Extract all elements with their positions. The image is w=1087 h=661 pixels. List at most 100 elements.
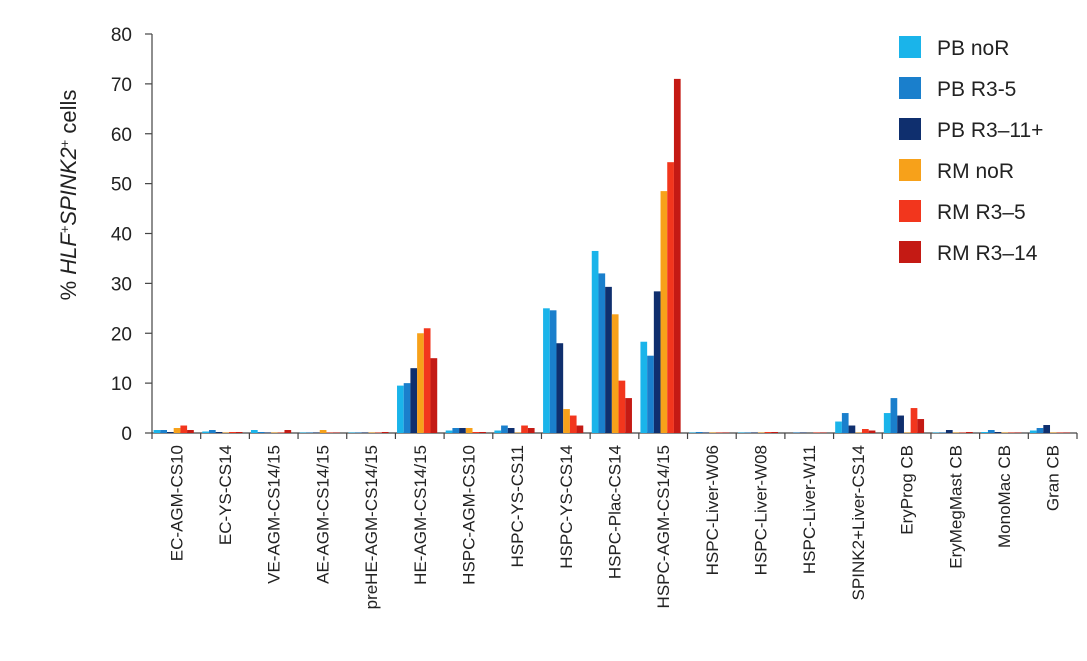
bar xyxy=(313,432,320,433)
bar xyxy=(861,429,869,433)
bar xyxy=(819,432,827,433)
bar xyxy=(556,343,564,433)
legend-label: PB R3–11+ xyxy=(937,119,1043,142)
bar xyxy=(423,328,431,433)
bar xyxy=(952,432,960,433)
bar xyxy=(348,432,356,433)
bar xyxy=(494,430,502,433)
bar xyxy=(167,432,174,433)
bar xyxy=(257,432,265,433)
bar xyxy=(910,408,918,433)
bar xyxy=(744,432,752,433)
x-tick-labels: EC-AGM-CS10 EC-YS-CS14 VE-AGM-CS14/15 AE-AG… xyxy=(167,445,1062,609)
bar xyxy=(757,432,765,433)
bar xyxy=(375,432,382,433)
y-axis-label: % HLF+SPINK2+ cells xyxy=(56,90,81,301)
bar xyxy=(160,430,167,433)
bar xyxy=(333,432,340,433)
x-tick-label: SPINK2+Liver-CS14 xyxy=(849,445,868,600)
bar xyxy=(897,415,904,433)
x-tick-label: Gran CB xyxy=(1044,445,1063,511)
bar xyxy=(271,432,278,433)
legend-swatch xyxy=(899,200,921,222)
bar xyxy=(673,78,681,433)
bar xyxy=(397,385,404,433)
bar xyxy=(326,432,334,433)
y-label-gene2: SPINK2 xyxy=(56,147,81,225)
bar xyxy=(368,432,376,433)
legend-swatch xyxy=(899,118,921,140)
x-tick-label: EryProg CB xyxy=(898,445,917,535)
y-tick-label: 10 xyxy=(111,374,132,395)
legend: PB noR PB R3-5 PB R3–11+ RM noR RM R3–5 RM R3… xyxy=(899,36,1043,265)
bar xyxy=(521,425,528,433)
bar xyxy=(569,415,577,433)
bar xyxy=(903,432,911,433)
y-label-gene1: HLF xyxy=(56,232,81,275)
y-tick-label: 80 xyxy=(111,25,132,46)
bar xyxy=(611,314,619,433)
bar xyxy=(689,432,696,433)
bar xyxy=(660,191,668,433)
y-tick-label: 30 xyxy=(111,274,132,295)
bar xyxy=(709,432,716,433)
bar xyxy=(813,432,820,433)
bar xyxy=(153,430,161,433)
legend-label: RM R3–14 xyxy=(937,242,1038,265)
bar xyxy=(868,430,876,433)
bar xyxy=(277,432,285,433)
x-tick-label: HSPC-Liver-W06 xyxy=(703,445,722,575)
x-tick-label: HE-AGM-CS14/15 xyxy=(411,445,430,585)
bar xyxy=(1036,428,1044,433)
x-tick-label: AE-AGM-CS14/15 xyxy=(313,445,332,584)
x-tick-label: HSPC-Liver-W08 xyxy=(752,445,771,575)
bar xyxy=(702,432,710,433)
bar xyxy=(403,383,411,434)
bar xyxy=(465,428,473,433)
bar xyxy=(966,432,973,433)
bars xyxy=(153,78,1071,434)
bar xyxy=(667,162,674,433)
bar xyxy=(1056,432,1064,433)
bar xyxy=(1043,425,1051,433)
bar xyxy=(173,428,181,433)
x-tick-label: HSPC-Liver-W11 xyxy=(800,445,819,574)
bar xyxy=(917,419,925,433)
bar xyxy=(452,428,460,433)
bar xyxy=(647,355,654,433)
bar xyxy=(722,432,730,433)
bar xyxy=(306,432,314,433)
bar xyxy=(959,432,967,433)
bar xyxy=(235,432,243,433)
bar xyxy=(598,273,606,433)
axes: 0 10 20 30 40 50 60 70 80 xyxy=(111,25,1078,445)
bar xyxy=(202,431,209,433)
bar xyxy=(501,425,508,433)
bar xyxy=(229,432,236,433)
bar xyxy=(1008,432,1015,433)
bar xyxy=(855,432,862,433)
bar xyxy=(653,291,661,433)
legend-label: RM R3–5 xyxy=(937,201,1026,224)
bar xyxy=(527,428,535,433)
y-label-suffix: cells xyxy=(56,90,81,140)
bar xyxy=(835,421,842,433)
x-tick-label: EryMegMast CB xyxy=(946,445,965,569)
y-tick-label: 0 xyxy=(121,424,132,445)
bar xyxy=(605,286,612,433)
bar xyxy=(576,425,584,433)
legend-label: PB noR xyxy=(937,37,1009,60)
bar xyxy=(1029,430,1037,433)
bar xyxy=(208,430,216,433)
bar xyxy=(764,432,772,433)
bar xyxy=(472,432,480,433)
bar xyxy=(771,432,779,433)
bar xyxy=(591,250,599,433)
x-tick-label: HSPC-YS-CS14 xyxy=(557,445,576,569)
y-label-sup1: + xyxy=(57,226,72,234)
bar xyxy=(883,413,891,433)
legend-swatch xyxy=(899,159,921,181)
bar xyxy=(410,368,418,433)
x-tick-label: preHE-AGM-CS14/15 xyxy=(362,445,381,609)
